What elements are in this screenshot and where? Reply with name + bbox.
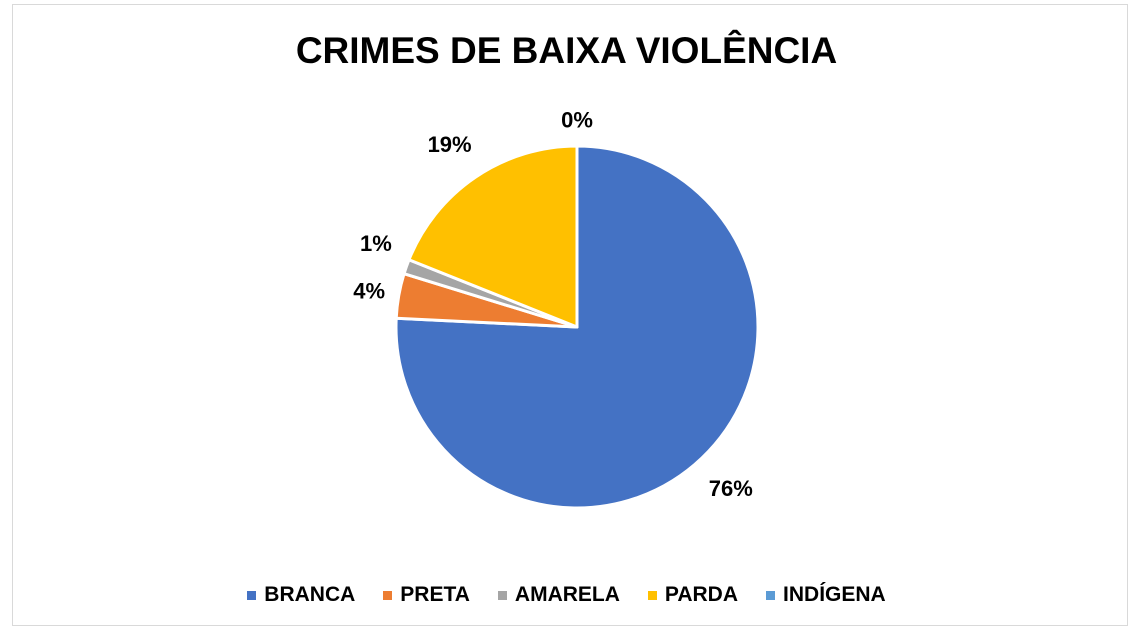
chart-title: CRIMES DE BAIXA VIOLÊNCIA: [295, 30, 838, 71]
legend-swatch-amarela: [497, 590, 507, 600]
data-label-indigena: 0%: [561, 108, 593, 133]
pie-slice-branca: [394, 144, 760, 510]
data-label-preta: 4%: [353, 278, 385, 303]
legend-item-branca: BRANCA: [247, 583, 355, 607]
legend-label-branca: BRANCA: [264, 583, 356, 606]
data-label-parda: 19%: [428, 132, 472, 157]
pie-slice-parda: [407, 144, 579, 329]
data-label-amarela: 1%: [360, 231, 392, 256]
legend-label-amarela: AMARELA: [514, 583, 620, 606]
legend-item-amarela: AMARELA: [497, 583, 620, 607]
legend-item-parda: PARDA: [647, 583, 739, 607]
legend-label-indigena: INDÍGENA: [783, 583, 886, 606]
legend-item-preta: PRETA: [383, 583, 470, 607]
legend-swatch-preta: [383, 590, 393, 600]
legend-label-parda: PARDA: [664, 583, 739, 606]
legend-label-preta: PRETA: [400, 583, 470, 606]
legend-swatch-parda: [647, 590, 657, 600]
legend-item-indigena: INDÍGENA: [766, 583, 886, 607]
data-label-branca: 76%: [709, 476, 753, 501]
legend-swatch-branca: [247, 590, 257, 600]
legend: BRANCA PRETA AMARELA PARDA INDÍGENA: [0, 583, 1133, 607]
legend-swatch-indigena: [766, 590, 776, 600]
